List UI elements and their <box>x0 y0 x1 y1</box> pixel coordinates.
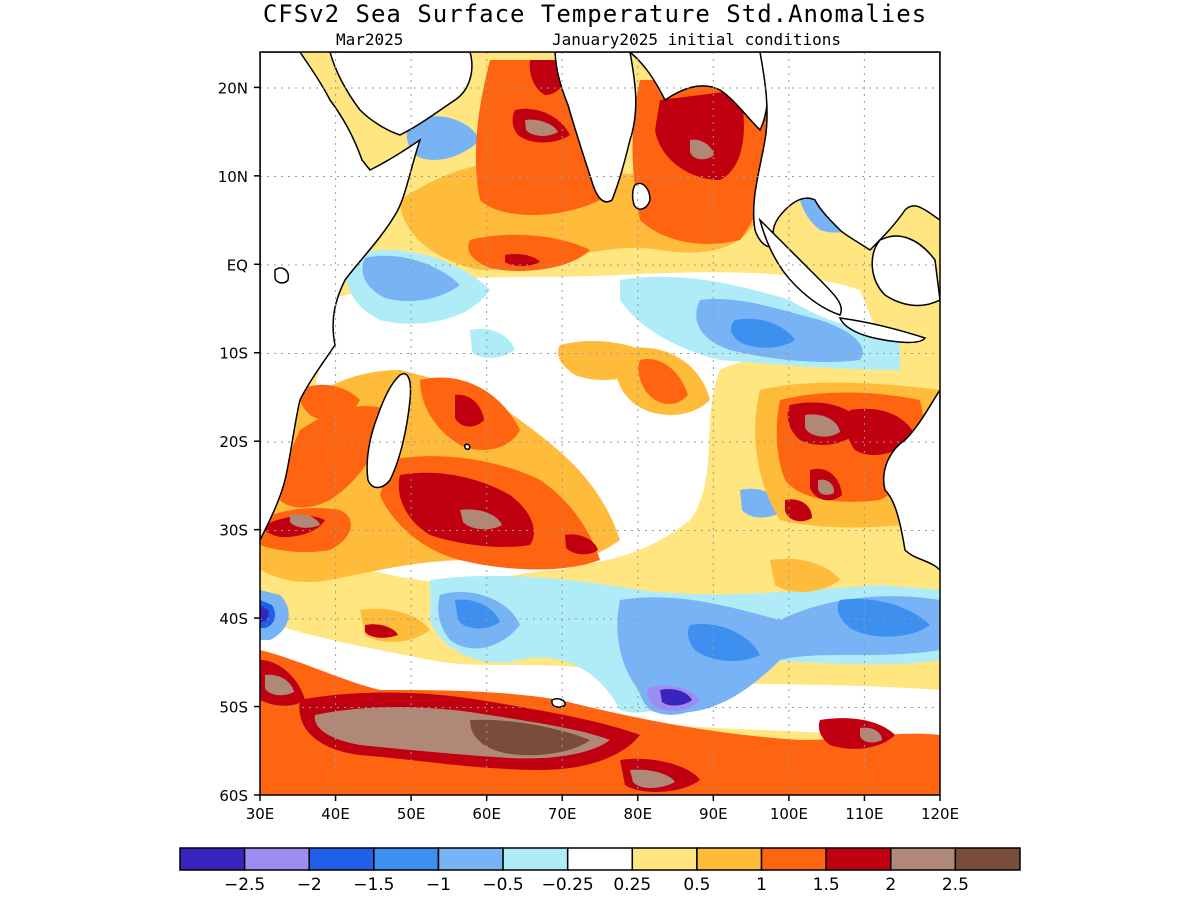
lat-lon-grid <box>260 52 940 795</box>
lat-tick-label: 60S <box>219 787 248 805</box>
lon-tick-label: 60E <box>472 805 501 823</box>
chart-title: CFSv2 Sea Surface Temperature Std.Anomal… <box>262 0 928 28</box>
colorbar-swatch <box>760 847 827 871</box>
colorbar-swatch <box>631 847 698 871</box>
lon-tick-label: 100E <box>770 805 808 823</box>
lat-tick-label: 40S <box>219 610 248 628</box>
lon-tick-label: 50E <box>397 805 426 823</box>
colorbar-swatch <box>308 847 375 871</box>
colorbar-swatch <box>437 847 504 871</box>
colorbar-swatch <box>179 847 246 871</box>
colorbar-label: −0.5 <box>482 875 523 895</box>
colorbar-label: −2.5 <box>224 875 265 895</box>
colorbar-swatch <box>566 847 634 871</box>
colorbar-swatch <box>696 847 763 871</box>
lat-tick-label: 10N <box>218 168 248 186</box>
lon-tick-label: 40E <box>321 805 350 823</box>
map-frame <box>259 51 941 796</box>
colorbar-label: −0.25 <box>542 875 594 895</box>
colorbar-swatch <box>373 847 440 871</box>
colorbar-swatch <box>825 847 892 871</box>
colorbar-label: −1 <box>426 875 451 895</box>
colorbar: −2.5 −2 −1.5 −1 −0.5 −0.25 0.25 0.5 1 1.5 2 2.5 <box>179 847 1021 895</box>
colorbar-swatch <box>890 847 957 871</box>
colorbar-swatch <box>502 847 569 871</box>
lon-tick-label: 30E <box>246 805 275 823</box>
lat-tick-label: 20N <box>218 79 248 97</box>
forecast-month: Mar2025 <box>336 30 404 49</box>
lon-tick-label: 80E <box>623 805 652 823</box>
colorbar-label: 1.5 <box>813 875 840 895</box>
colorbar-label: 0.5 <box>683 875 710 895</box>
lat-tick-label: 50S <box>219 699 248 717</box>
colorbar-label: −1.5 <box>353 875 394 895</box>
colorbar-swatch <box>954 847 1021 871</box>
colorbar-swatch <box>243 847 310 871</box>
coastlines <box>260 52 940 708</box>
colorbar-label: 1 <box>756 875 767 895</box>
lat-tick-label: 30S <box>219 522 248 540</box>
lat-tick-label: 20S <box>219 433 248 451</box>
colorbar-label: −2 <box>297 875 322 895</box>
initial-conditions: January2025 initial conditions <box>552 30 841 49</box>
lon-tick-label: 70E <box>548 805 577 823</box>
lat-tick-label: EQ <box>227 256 248 274</box>
colorbar-label: 2 <box>885 875 896 895</box>
colorbar-label: 0.25 <box>613 875 651 895</box>
lon-tick-label: 90E <box>699 805 728 823</box>
lon-tick-label: 120E <box>921 805 959 823</box>
colorbar-label: 2.5 <box>942 875 969 895</box>
lon-tick-label: 110E <box>845 805 883 823</box>
lat-tick-label: 10S <box>219 345 248 363</box>
